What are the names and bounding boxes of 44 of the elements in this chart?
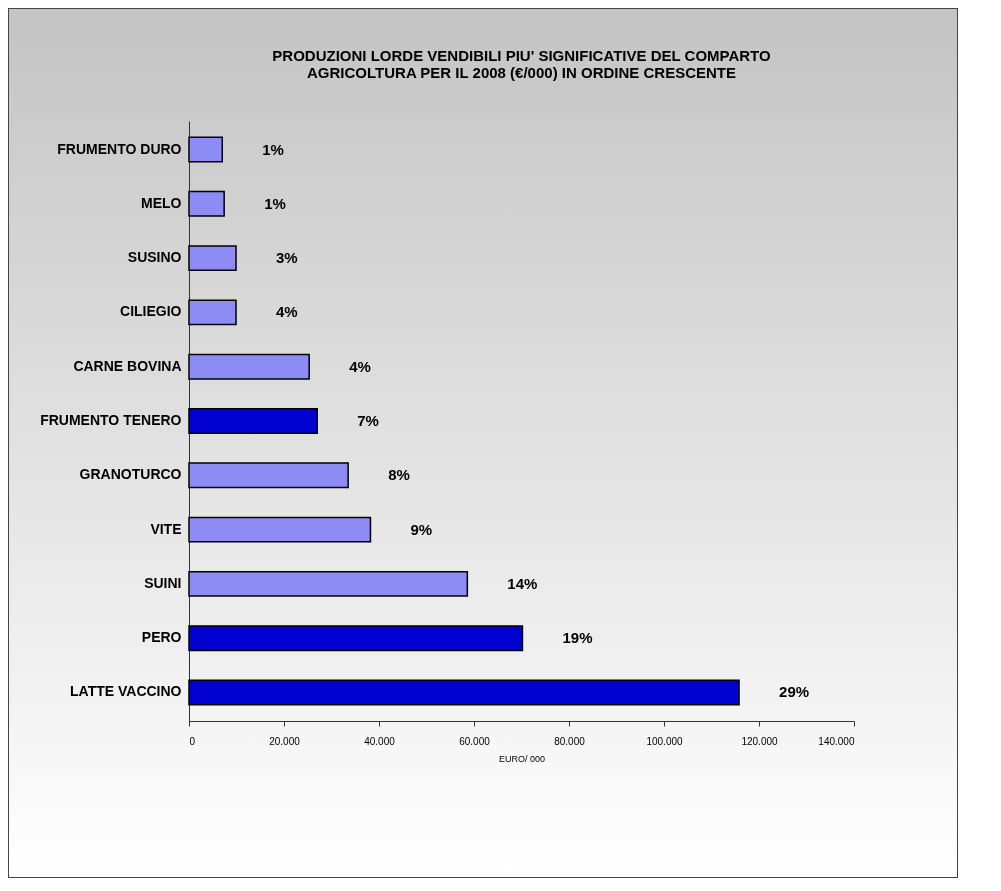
text: PRODUZIONI LORDE VENDIBILI PIU' SIGNIFICATIVE DEL COMPARTO (272, 47, 771, 64)
y-tick-label: LATTE VACCINO (70, 683, 182, 700)
y-tick-label: SUSINO (127, 249, 182, 266)
x-tick-label: 100.000 (646, 735, 684, 747)
bar (188, 625, 524, 652)
y-tick-label: FRUMENTO TENERO (40, 412, 182, 428)
annotation: 1% (262, 140, 284, 158)
annotation: 19% (562, 629, 593, 647)
y-tick-label: PERO (141, 629, 182, 646)
x-tick-label: 120.000 (741, 735, 779, 747)
x-tick-label: 60.000 (459, 735, 491, 747)
bar (188, 190, 225, 217)
y-tick-label: CARNE BOVINA (73, 357, 182, 374)
y-tick-label: VITE (150, 520, 182, 537)
x-axis-title: EURO/ 000 (498, 753, 546, 764)
y-tick-label: CILIEGIO (120, 303, 182, 320)
annotation: 7% (357, 412, 379, 429)
annotation: 8% (388, 466, 410, 484)
y-tick-label: MELO (141, 194, 182, 211)
bar (188, 516, 372, 543)
x-tick-label: 0 (189, 735, 196, 747)
bar (188, 353, 310, 380)
bar (188, 299, 237, 326)
annotation: 3% (276, 249, 298, 267)
annotation: 4% (276, 303, 298, 321)
y-tick-label: GRANOTURCO (79, 466, 182, 483)
bar (188, 136, 223, 163)
bar (188, 462, 349, 489)
y-tick-label: SUINI (144, 574, 182, 591)
y-tick-label: FRUMENTO DURO (57, 140, 182, 157)
x-tick-label: 80.000 (554, 735, 586, 747)
bar (188, 245, 237, 272)
annotation: 14% (507, 574, 538, 592)
annotation: 4% (349, 357, 371, 375)
bar (188, 570, 469, 597)
bar (188, 679, 740, 706)
annotation: 1% (264, 194, 286, 212)
bar (188, 408, 318, 434)
x-tick-label: 20.000 (269, 735, 301, 747)
annotation: 9% (410, 520, 433, 538)
annotation: 29% (779, 683, 810, 701)
x-tick-label: 140.000 (818, 735, 855, 747)
x-tick-label: 40.000 (364, 735, 396, 747)
text: AGRICOLTURA PER IL 2008 (€/000) IN ORDINE CRESCENTE (307, 64, 736, 81)
